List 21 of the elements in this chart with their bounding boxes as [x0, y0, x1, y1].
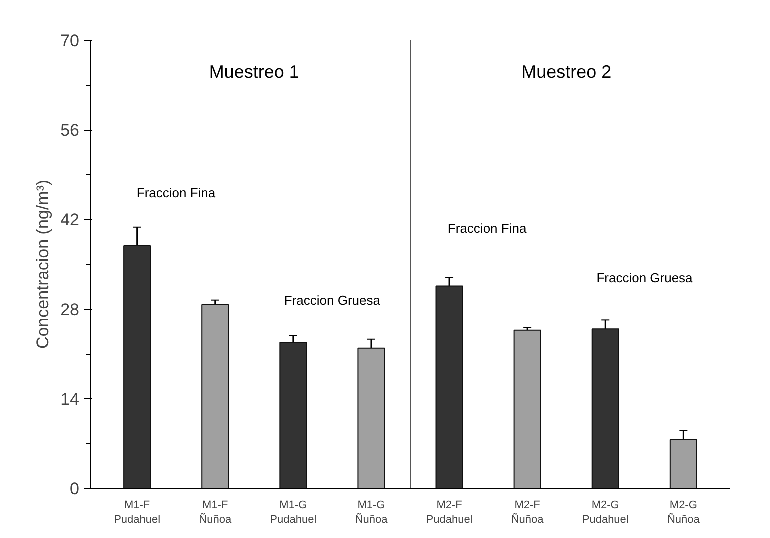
y-axis-title: Concentracion (ng/m³): [34, 180, 53, 350]
annotation: Fraccion Fina: [448, 221, 528, 236]
y-tick-label: 56: [60, 121, 80, 140]
x-tick-label: M1-G Pudahuel: [270, 500, 317, 526]
y-tick-label: 14: [60, 390, 80, 409]
x-tick-label: M2-F Pudahuel: [426, 500, 473, 526]
annotation: Fraccion Gruesa: [596, 270, 694, 286]
annotation: Muestreo 2: [522, 62, 612, 82]
annotation: Fraccion Gruesa: [284, 292, 382, 308]
x-tick-label: M1-G Ñuñoa: [355, 500, 389, 526]
y-tick-label: 28: [60, 300, 80, 320]
y-tick-label: 0: [70, 480, 80, 498]
x-tick-label: M2-F Ñuñoa: [511, 500, 545, 526]
x-tick-label: M2-G Pudahuel: [582, 500, 629, 526]
annotation: Muestreo 1: [209, 62, 300, 82]
x-tick-label: M2-G Ñuñoa: [667, 500, 701, 526]
y-tick-label: 42: [60, 210, 80, 230]
x-tick-label: M1-F Pudahuel: [114, 500, 161, 526]
x-tick-label: M1-F Ñuñoa: [199, 500, 232, 526]
y-tick-label: 70: [60, 32, 80, 50]
annotation: Fraccion Fina: [136, 185, 216, 200]
